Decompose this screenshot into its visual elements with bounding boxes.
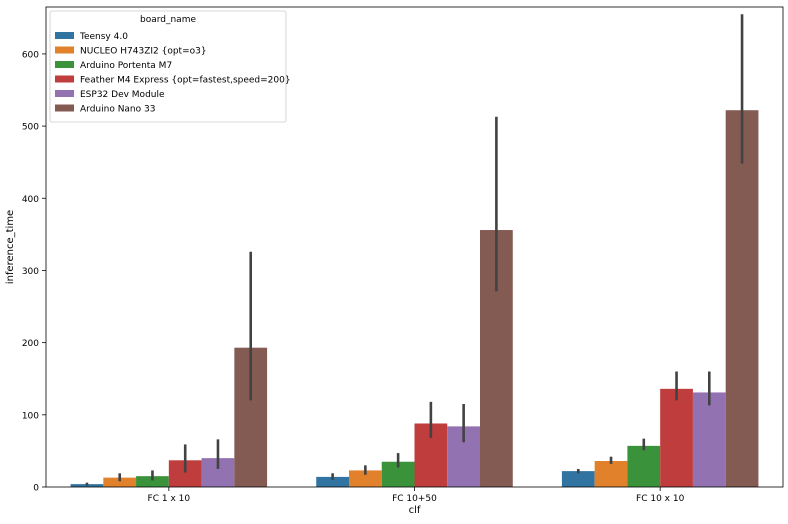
y-tick-label: 100 — [22, 411, 39, 421]
x-axis-label: clf — [409, 505, 421, 516]
bar — [136, 476, 169, 487]
legend-swatch — [55, 104, 74, 112]
bar — [660, 388, 693, 487]
bar — [316, 476, 349, 487]
y-tick-label: 600 — [22, 50, 39, 60]
legend-label: Arduino Nano 33 — [80, 105, 155, 115]
legend-label: NUCLEO H743ZI2 {opt=o3} — [80, 47, 207, 57]
bar — [103, 477, 137, 487]
bar — [725, 110, 759, 487]
bar — [348, 470, 382, 487]
legend-label: Feather M4 Express {opt=fastest,speed=20… — [80, 76, 291, 86]
x-tick-label: FC 1 x 10 — [148, 494, 191, 504]
legend: board_name Teensy 4.0 NUCLEO H743ZI2 {opt… — [49, 10, 291, 123]
legend-swatch — [55, 32, 74, 39]
legend-swatch — [55, 61, 74, 68]
legend-swatch — [55, 46, 74, 54]
y-axis-label: inference_time — [5, 210, 16, 284]
bars-layer — [70, 110, 759, 487]
legend-label: Teensy 4.0 — [79, 32, 128, 42]
bar — [627, 445, 661, 487]
legend-swatch — [55, 75, 74, 83]
x-axis: FC 1 x 10 FC 10+50 FC 10 x 10 — [148, 487, 685, 504]
bar — [594, 461, 628, 487]
legend-label: Arduino Portenta M7 — [80, 61, 172, 71]
y-tick-label: 0 — [33, 484, 39, 494]
bar — [561, 471, 595, 487]
x-tick-label: FC 10 x 10 — [636, 494, 685, 504]
y-tick-label: 400 — [22, 195, 39, 205]
y-tick-label: 500 — [22, 123, 39, 133]
x-tick-label: FC 10+50 — [392, 494, 437, 504]
error-bars-layer — [85, 14, 744, 486]
y-axis: 0 100 200 300 400 500 600 — [22, 50, 46, 494]
bar — [692, 392, 726, 487]
legend-box — [49, 10, 287, 123]
legend-title: board_name — [140, 15, 196, 25]
y-tick-label: 300 — [22, 267, 39, 277]
y-tick-label: 200 — [22, 339, 39, 349]
legend-swatch — [55, 90, 74, 97]
legend-label: ESP32 Dev Module — [80, 90, 165, 100]
